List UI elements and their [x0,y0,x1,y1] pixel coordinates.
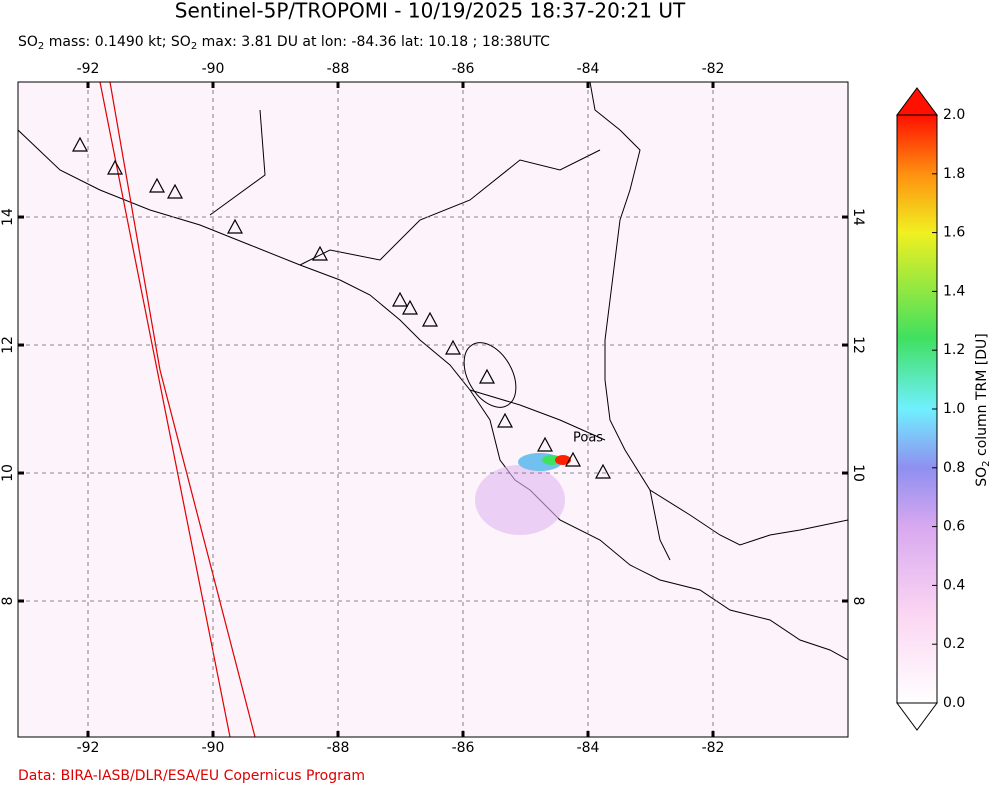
colorbar-under [896,702,938,731]
colorbar-tick-label: 1.8 [943,166,965,182]
colorbar-tick-label: 1.6 [943,225,965,241]
volcano [496,412,514,428]
y-tick-label: 14 [850,208,866,226]
volcano [594,463,612,479]
x-tick-label: -88 [327,740,350,756]
x-tick-label: -92 [77,61,100,77]
colorbar-over [896,87,938,116]
y-tick-label: 12 [0,336,16,354]
colorbar-tick-label: 1.0 [943,401,965,417]
colorbar-label-part: column TRM [DU] [974,333,990,460]
colorbar-tick-label: 0.0 [943,695,965,711]
volcano [311,245,329,261]
x-tick-label: -86 [452,61,475,77]
x-tick-label: -82 [702,61,725,77]
lake-nicaragua [463,342,517,408]
map-area: Poas [18,82,848,737]
plume-peak [555,455,571,465]
y-tick-label: 14 [0,208,16,226]
subtitle-part: mass: 0.1490 kt; SO [44,34,191,50]
subtitle-sub: 2 [191,41,197,52]
colorbar-tick-label: 1.2 [943,342,965,358]
swath-edge [99,82,231,737]
y-tick-label: 8 [0,597,16,606]
volcano [401,299,419,315]
volcano [536,436,554,452]
x-tick-label: -82 [702,740,725,756]
colorbar-label-sub: 2 [981,460,992,466]
plume-halo [475,465,565,535]
volcano [71,136,89,152]
x-tick-label: -92 [77,740,100,756]
subtitle-part: SO [18,34,38,50]
colorbar-tick-label: 0.6 [943,519,965,535]
colorbar-tick-label: 0.8 [943,460,965,476]
colorbar-tick-label: 2.0 [943,107,965,123]
title: Sentinel-5P/TROPOMI - 10/19/2025 18:37-2… [175,0,686,23]
swath-edge [159,369,256,737]
volcano [148,177,166,193]
volcano [444,339,462,355]
map-background [18,82,848,737]
x-tick-label: -86 [452,740,475,756]
volcano [421,311,439,327]
swath-edge [109,82,161,371]
subtitle: SO2 mass: 0.1490 kt; SO2 max: 3.81 DU at… [18,34,550,52]
colorbar-label: SO2 column TRM [DU] [974,333,992,486]
volcano [478,368,496,384]
colorbar-tick-label: 0.2 [943,636,965,652]
credit: Data: BIRA-IASB/DLR/ESA/EU Copernicus Pr… [18,768,365,784]
x-tick-label: -88 [327,61,350,77]
caribbean-coast [589,82,848,546]
volcanoes [71,136,612,479]
x-tick-label: -90 [202,740,225,756]
subtitle-sub: 2 [38,41,44,52]
map-frame [17,81,849,738]
y-tick-label: 8 [850,597,866,606]
colorbar-label-part: SO [974,467,990,487]
so2-plume [475,453,571,535]
borders [209,109,671,561]
volcano [106,159,124,175]
colorbar [896,114,938,704]
y-tick-label: 12 [850,336,866,354]
colorbar-tick-label: 1.4 [943,283,965,299]
subtitle-part: max: 3.81 DU at lon: -84.36 lat: 10.18 ;… [197,34,550,50]
volcano [166,183,184,199]
volcano [391,291,409,307]
y-tick-label: 10 [850,464,866,482]
colorbar-tick-label: 0.4 [943,577,965,593]
volcano [564,451,582,467]
y-tick-label: 10 [0,464,16,482]
pacific-coast [18,129,848,661]
x-tick-label: -84 [577,740,600,756]
x-tick-label: -90 [202,61,225,77]
x-tick-label: -84 [577,61,600,77]
volcano [226,218,244,234]
